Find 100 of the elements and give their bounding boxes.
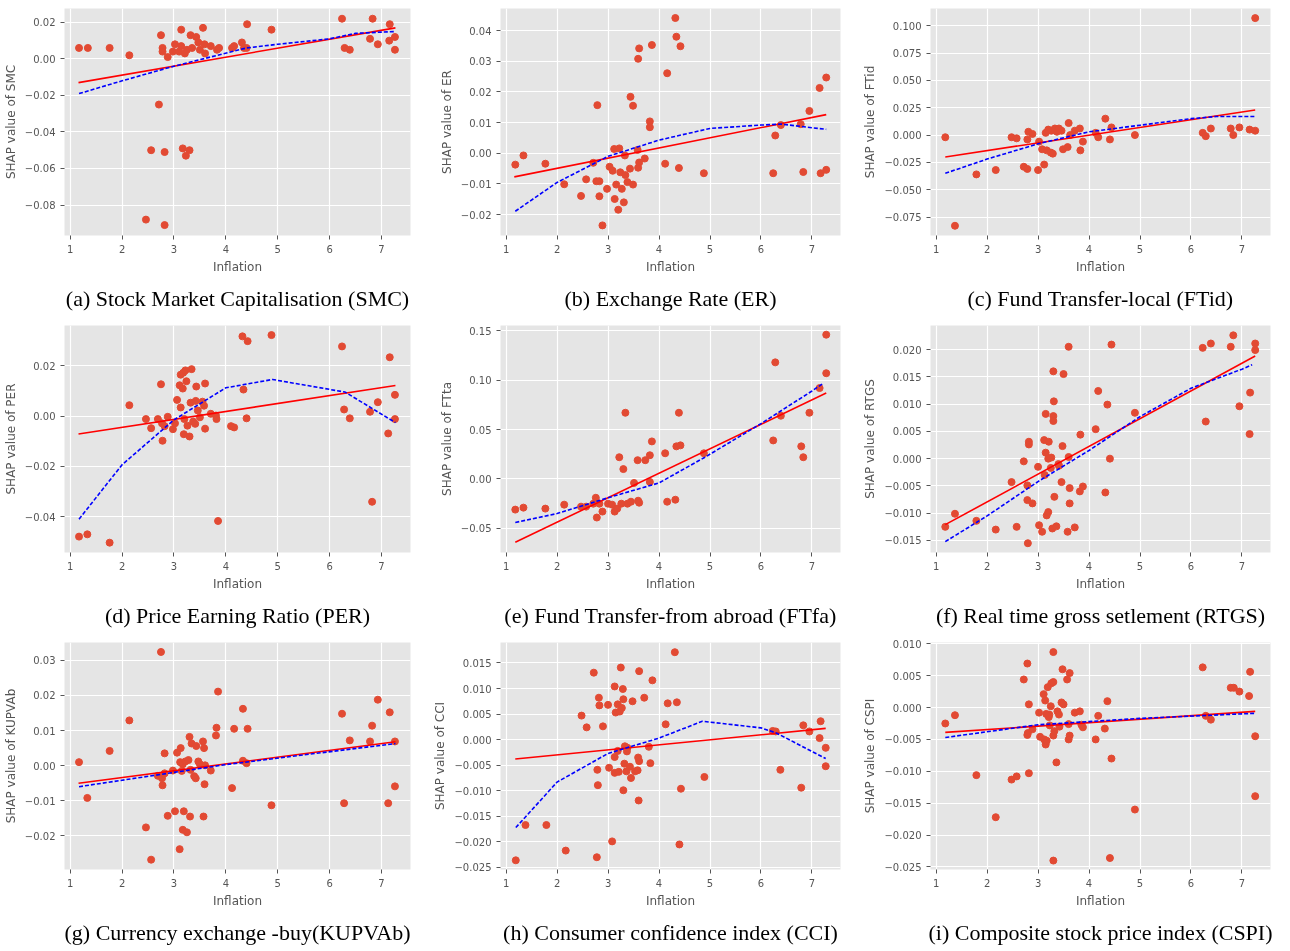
x-tick-label: 5: [706, 877, 714, 889]
x-axis-title: Inflation: [212, 259, 263, 274]
y-axis-title: SHAP value of RTGS: [863, 379, 878, 499]
x-tick-label: 1: [502, 243, 510, 255]
text: (d) Price Earning Ratio (PER): [104, 602, 371, 628]
y-tick-label: −0.05: [460, 523, 492, 535]
y-tick-label: −0.015: [884, 535, 922, 547]
text: (i) Composite stock price index (CSPI): [928, 919, 1273, 945]
y-tick-label: 0.00: [33, 411, 56, 423]
y-tick-label: 0.03: [469, 56, 492, 68]
x-tick-label: 1: [932, 877, 940, 889]
x-tick-label: 7: [378, 243, 385, 255]
y-tick-label: 0.050: [892, 75, 922, 87]
y-tick-label: −0.02: [24, 830, 56, 842]
y-axis-title: SHAP value of PER: [3, 383, 18, 495]
x-tick-label: 4: [655, 560, 663, 572]
x-tick-label: 4: [655, 243, 663, 255]
y-tick-label: −0.02: [460, 209, 492, 221]
y-tick-label: 0.075: [892, 48, 922, 60]
x-tick-label: 5: [1136, 877, 1144, 889]
x-tick-label: 6: [326, 877, 333, 889]
x-tick-label: 7: [808, 243, 816, 255]
y-tick-label: 0.010: [892, 638, 922, 650]
x-tick-label: 5: [1136, 560, 1144, 572]
y-tick-label: 0.025: [892, 102, 922, 114]
x-tick-label: 4: [222, 877, 230, 889]
x-tick-label: 2: [983, 243, 991, 255]
x-tick-label: 4: [222, 243, 230, 255]
y-tick-label: −0.015: [884, 798, 922, 810]
x-tick-label: 1: [67, 877, 74, 889]
y-axis-title: SHAP value of SMC: [3, 64, 18, 180]
x-tick-label: 6: [1187, 560, 1195, 572]
y-tick-label: −0.025: [454, 862, 492, 874]
y-tick-label: 0.015: [892, 371, 922, 383]
y-tick-label: 0.00: [33, 760, 56, 772]
x-tick-label: 2: [118, 243, 126, 255]
text: (f) Real time gross setlement (RTGS): [935, 602, 1266, 628]
x-axis-title: Inflation: [1075, 259, 1126, 274]
x-tick-label: 6: [1187, 877, 1195, 889]
x-tick-label: 7: [378, 877, 385, 889]
y-axis-title: SHAP value of ER: [439, 70, 454, 174]
x-axis-title: Inflation: [645, 893, 696, 908]
y-tick-label: −0.075: [884, 212, 922, 224]
x-tick-label: 4: [655, 877, 663, 889]
x-tick-label: 6: [757, 243, 765, 255]
y-tick-label: 0.02: [33, 360, 56, 372]
x-tick-label: 3: [170, 560, 178, 572]
x-tick-label: 7: [808, 560, 816, 572]
y-tick-label: 0.000: [892, 130, 922, 142]
text: (b) Exchange Rate (ER): [564, 285, 777, 311]
x-tick-label: 1: [67, 243, 74, 255]
y-tick-label: −0.01: [24, 795, 56, 807]
x-axis-title: Inflation: [212, 576, 263, 591]
y-tick-label: 0.000: [462, 734, 492, 746]
y-axis-title: SHAP value of KUPVAb: [3, 688, 18, 824]
y-tick-label: 0.005: [892, 426, 922, 438]
x-axis-title: Inflation: [645, 576, 696, 591]
x-tick-label: 3: [1034, 877, 1042, 889]
x-tick-label: 2: [553, 243, 561, 255]
y-axis-title: SHAP value of CSPI: [863, 698, 878, 814]
y-tick-label: −0.050: [884, 184, 922, 196]
y-tick-label: 0.00: [469, 473, 492, 485]
x-tick-label: 4: [222, 560, 230, 572]
y-tick-label: 0.005: [462, 709, 492, 721]
x-axis-title: Inflation: [645, 259, 696, 274]
x-tick-label: 1: [67, 560, 74, 572]
x-axis-title: Inflation: [212, 893, 263, 908]
y-tick-label: −0.005: [884, 734, 922, 746]
y-tick-label: 0.02: [33, 690, 56, 702]
y-tick-label: −0.04: [24, 126, 56, 138]
y-tick-label: −0.005: [884, 480, 922, 492]
x-tick-label: 3: [604, 243, 612, 255]
x-tick-label: 2: [983, 560, 991, 572]
x-tick-label: 3: [604, 560, 612, 572]
y-tick-label: 0.010: [892, 399, 922, 411]
y-tick-label: 0.15: [469, 325, 492, 337]
x-tick-label: 2: [118, 560, 126, 572]
x-axis-title: Inflation: [1075, 893, 1126, 908]
x-tick-label: 6: [757, 877, 765, 889]
y-tick-label: −0.025: [884, 157, 922, 169]
x-tick-label: 5: [274, 243, 281, 255]
x-tick-label: 6: [757, 560, 765, 572]
x-axis-title: Inflation: [1075, 576, 1126, 591]
text: (h) Consumer confidence index (CCI): [503, 919, 838, 945]
text: (g) Currency exchange -buy(KUPVAb): [64, 919, 411, 945]
y-tick-label: 0.000: [892, 453, 922, 465]
x-tick-label: 7: [1238, 877, 1246, 889]
y-tick-label: −0.025: [884, 861, 922, 873]
x-tick-label: 7: [1238, 560, 1246, 572]
x-tick-label: 1: [932, 243, 940, 255]
y-tick-label: 0.020: [892, 344, 922, 356]
y-tick-label: −0.02: [24, 90, 56, 102]
x-tick-label: 4: [1085, 560, 1093, 572]
x-tick-label: 2: [983, 877, 991, 889]
y-tick-label: 0.00: [33, 53, 56, 65]
x-tick-label: 5: [274, 877, 281, 889]
x-tick-label: 6: [1187, 243, 1195, 255]
y-tick-label: 0.04: [469, 25, 492, 37]
y-tick-label: 0.015: [462, 657, 492, 669]
x-tick-label: 1: [932, 560, 940, 572]
